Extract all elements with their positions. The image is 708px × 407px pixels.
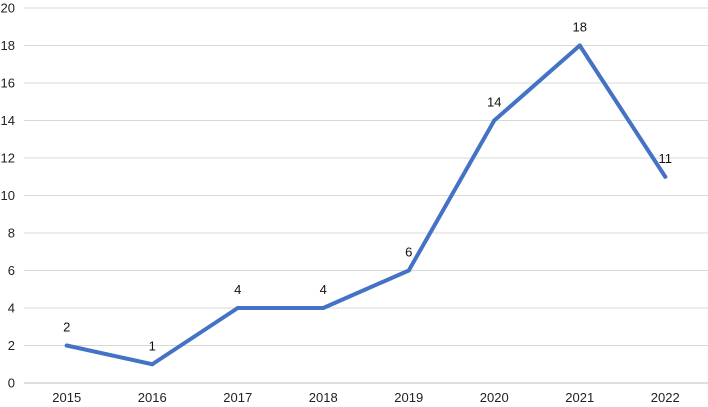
data-point (235, 306, 240, 310)
x-tick-label: 2017 (223, 390, 252, 405)
x-tick-label: 2020 (480, 390, 509, 405)
data-point (492, 118, 497, 123)
x-tick-label: 2016 (138, 390, 167, 405)
y-tick-label: 16 (1, 76, 15, 91)
data-point (64, 343, 69, 348)
data-point (321, 306, 326, 310)
data-label: 11 (659, 151, 673, 166)
data-label: 2 (63, 320, 70, 335)
y-tick-label: 2 (8, 338, 15, 353)
y-tick-label: 0 (8, 376, 15, 391)
x-tick-label: 2022 (651, 390, 680, 405)
x-tick-label: 2021 (565, 390, 594, 405)
y-tick-label: 6 (8, 263, 15, 278)
y-axis-tick-labels: 0 2 4 6 8 10 12 14 16 18 20 (1, 1, 15, 391)
gridlines (24, 7, 708, 346)
data-point (663, 174, 668, 179)
x-tick-label: 2018 (309, 390, 338, 405)
x-tick-label: 2019 (394, 390, 423, 405)
data-label: 18 (573, 20, 587, 35)
y-tick-label: 4 (8, 301, 15, 316)
y-tick-label: 20 (1, 1, 15, 16)
x-axis-tick-labels: 2015 2016 2017 2018 2019 2020 2021 2022 (52, 390, 679, 405)
data-label: 4 (320, 282, 327, 297)
series-line-0 (64, 43, 668, 367)
y-tick-label: 8 (8, 226, 15, 241)
y-tick-label: 12 (1, 151, 15, 166)
y-tick-label: 14 (1, 113, 15, 128)
data-label: 1 (149, 338, 156, 353)
y-tick-label: 10 (1, 188, 15, 203)
data-label: 6 (405, 245, 412, 260)
data-point (577, 43, 582, 48)
series-group (64, 43, 668, 367)
data-label: 4 (234, 282, 241, 297)
x-tick-label: 2015 (52, 390, 81, 405)
data-point (150, 362, 155, 367)
data-point (406, 268, 411, 273)
y-tick-label: 18 (1, 38, 15, 53)
data-label: 14 (487, 95, 501, 110)
